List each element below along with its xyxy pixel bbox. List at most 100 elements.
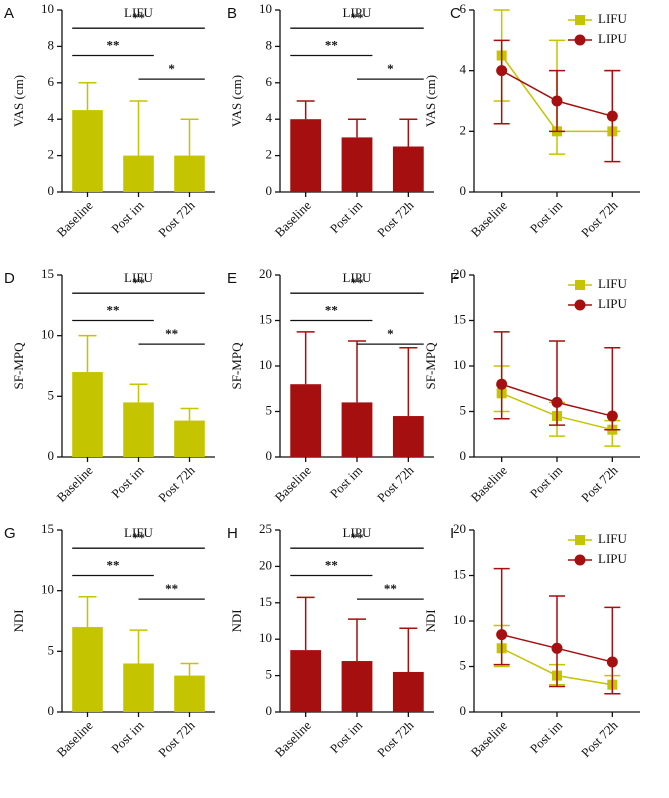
x-tick-label: Baseline: [53, 462, 95, 504]
x-tick-label: Post 72h: [578, 462, 621, 505]
x-tick-label: Post im: [527, 463, 565, 501]
error-bar: [78, 595, 97, 628]
y-tick-label: 4: [48, 110, 55, 125]
bar: [290, 384, 322, 457]
legend-marker: [575, 535, 585, 545]
y-tick-label: 10: [41, 1, 54, 16]
bar: [392, 146, 424, 192]
bar: [72, 372, 103, 457]
y-tick-label: 10: [259, 630, 272, 645]
error-bar: [180, 118, 199, 156]
y-tick-label: 15: [453, 566, 466, 581]
legend-label: LIPU: [598, 551, 628, 566]
x-tick-label: Post im: [327, 463, 365, 501]
x-tick-label: Post im: [527, 718, 565, 756]
legend-marker: [574, 299, 586, 311]
y-tick-label: 10: [259, 357, 272, 372]
error-bar: [348, 340, 366, 403]
bar: [123, 155, 154, 192]
panel-title: LIPU: [343, 270, 373, 285]
x-tick-label: Post im: [108, 198, 146, 236]
x-tick-label: Post 72h: [374, 717, 417, 760]
legend-marker: [575, 15, 585, 25]
legend-label: LIPU: [598, 31, 628, 46]
y-tick-label: 20: [259, 557, 272, 572]
legend-label: LIPU: [598, 296, 628, 311]
bar: [290, 119, 322, 192]
x-tick-label: Post 72h: [578, 717, 621, 760]
y-tick-label: 15: [259, 311, 272, 326]
legend-marker: [575, 280, 585, 290]
error-bar: [180, 662, 199, 676]
y-tick-label: 5: [48, 642, 55, 657]
y-tick-label: 25: [259, 521, 272, 536]
y-tick-label: 20: [259, 266, 272, 281]
bar: [341, 402, 373, 457]
y-tick-label: 6: [48, 74, 55, 89]
error-bar: [549, 595, 565, 688]
point: [551, 642, 563, 654]
error-bar: [296, 331, 315, 385]
panel-letter: D: [4, 270, 15, 287]
y-tick-label: 2: [48, 147, 55, 162]
legend-marker: [574, 34, 586, 46]
x-tick-label: Baseline: [272, 197, 314, 239]
y-tick-label: 6: [266, 74, 273, 89]
y-tick-label: 10: [453, 357, 466, 372]
x-tick-label: Post 72h: [578, 197, 621, 240]
x-tick-label: Baseline: [468, 462, 510, 504]
y-tick-label: 0: [460, 448, 467, 463]
y-tick-label: 15: [41, 266, 54, 281]
bar: [392, 416, 424, 457]
bar: [123, 663, 154, 712]
panel-letter: I: [450, 525, 454, 542]
significance-label: *: [168, 61, 175, 76]
panel-letter: C: [450, 5, 461, 22]
significance-label: **: [351, 275, 364, 290]
y-tick-label: 0: [48, 448, 55, 463]
y-tick-label: 0: [460, 183, 467, 198]
significance-label: *: [387, 61, 394, 76]
bar: [174, 675, 205, 712]
x-tick-label: Baseline: [272, 462, 314, 504]
significance-label: **: [325, 302, 338, 317]
y-tick-label: 8: [48, 37, 55, 52]
y-tick-label: 0: [266, 703, 273, 718]
y-tick-label: 0: [48, 183, 55, 198]
y-tick-label: 5: [266, 402, 273, 417]
point: [551, 95, 563, 107]
x-tick-label: Baseline: [53, 197, 95, 239]
y-axis-label: VAS (cm): [423, 75, 438, 127]
significance-label: **: [132, 275, 145, 290]
significance-label: **: [384, 581, 397, 596]
y-tick-label: 10: [453, 612, 466, 627]
significance-label: **: [132, 530, 145, 545]
error-bar: [493, 331, 510, 420]
significance-label: **: [325, 37, 338, 52]
x-tick-label: Post im: [108, 463, 146, 501]
legend-label: LIFU: [598, 276, 628, 291]
y-tick-label: 2: [266, 147, 273, 162]
significance-label: **: [351, 10, 364, 25]
bar: [392, 671, 424, 712]
error-bar: [129, 100, 148, 156]
x-tick-label: Baseline: [272, 717, 314, 759]
y-axis-label: SF-MPQ: [423, 342, 438, 390]
point: [496, 65, 508, 77]
panel-letter: H: [227, 525, 238, 542]
y-tick-label: 4: [460, 62, 467, 77]
panel-letter: B: [227, 5, 237, 22]
y-tick-label: 0: [266, 448, 273, 463]
significance-label: **: [325, 557, 338, 572]
y-tick-label: 10: [41, 582, 54, 597]
bar: [174, 155, 205, 192]
x-tick-label: Post 72h: [155, 717, 198, 760]
x-tick-label: Post 72h: [374, 197, 417, 240]
y-tick-label: 20: [453, 266, 466, 281]
panel-letter: A: [4, 5, 14, 22]
panel-title: LIFU: [124, 5, 154, 20]
significance-label: *: [387, 326, 394, 341]
y-axis-label: NDI: [423, 609, 438, 632]
y-tick-label: 10: [41, 327, 54, 342]
